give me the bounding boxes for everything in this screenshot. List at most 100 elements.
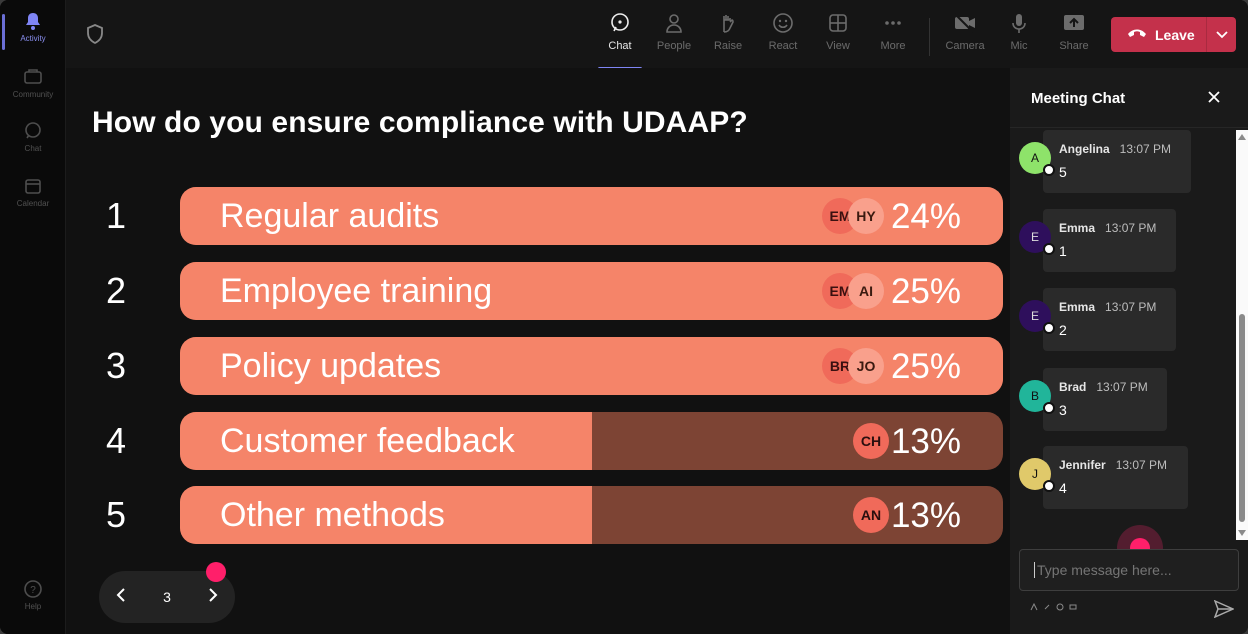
message-author: Brad (1059, 380, 1087, 394)
close-icon[interactable] (1207, 90, 1221, 109)
leave-button[interactable]: Leave (1111, 17, 1236, 52)
message-bubble[interactable]: Emma 13:07 PM 2 (1043, 288, 1176, 351)
avatar-initial: B (1030, 389, 1039, 403)
option-label: Customer feedback (220, 422, 515, 460)
left-rail: Activity Community Chat Calendar ? Help (0, 0, 66, 634)
presence-status-icon (1043, 164, 1055, 176)
toolbar-label: More (880, 40, 906, 52)
camera-off-icon (953, 10, 977, 36)
format-icon[interactable] (1030, 602, 1038, 613)
emoji-icon[interactable] (1056, 603, 1064, 613)
message-timestamp: 13:07 PM (1096, 380, 1148, 394)
chat-title: Meeting Chat (1031, 90, 1126, 107)
message-bubble[interactable]: Brad 13:07 PM 3 (1043, 368, 1167, 431)
option-number: 5 (106, 494, 127, 535)
rail-item-calendar[interactable]: Calendar (0, 175, 66, 208)
voter-avatars: BR JO (822, 348, 884, 384)
rail-item-activity[interactable]: Activity (0, 10, 66, 50)
gif-icon[interactable] (1069, 603, 1077, 613)
toolbar-people-button[interactable]: People (646, 10, 702, 62)
rail-item-help[interactable]: ? Help (0, 578, 66, 611)
toolbar-view-button[interactable]: View (810, 10, 866, 62)
toolbar-label: Mic (1010, 40, 1028, 52)
avatar-initial: J (1032, 467, 1038, 481)
avatar: AI (848, 273, 884, 309)
message-bubble[interactable]: Jennifer 13:07 PM 4 (1043, 446, 1188, 509)
toolbar-raise-button[interactable]: Raise (700, 10, 756, 62)
poll-option[interactable]: Policy updates BR JO 25% (180, 337, 1003, 395)
option-number: 4 (106, 420, 127, 461)
voter-avatars: EM AI (822, 273, 884, 309)
message-author: Emma (1059, 300, 1096, 314)
phone-hangup-icon (1127, 26, 1147, 44)
cursor-indicator (206, 562, 226, 582)
scroll-up-icon[interactable] (1238, 134, 1246, 140)
message-text: 1 (1059, 243, 1067, 259)
toolbar-camera-button[interactable]: Camera (937, 10, 993, 62)
message-bubble[interactable]: Emma 13:07 PM 1 (1043, 209, 1176, 272)
option-label: Employee training (220, 272, 493, 310)
scroll-down-icon[interactable] (1238, 530, 1246, 536)
scroll-thumb[interactable] (1239, 314, 1245, 522)
avatar: JO (848, 348, 884, 384)
chevron-left-icon[interactable] (115, 587, 127, 608)
poll-option[interactable]: Customer feedback CH 13% (180, 412, 1003, 470)
message-compose-box[interactable] (1019, 549, 1239, 591)
toolbar-react-button[interactable]: React (755, 10, 811, 62)
rail-item-community[interactable]: Community (0, 66, 66, 99)
option-percent: 13% (890, 422, 961, 461)
message-text: 4 (1059, 480, 1067, 496)
smiley-icon (771, 10, 795, 36)
toolbar-label: Raise (713, 40, 743, 52)
poll-question: How do you ensure compliance with UDAAP? (92, 106, 748, 139)
bell-icon (22, 10, 44, 32)
avatar[interactable]: E (1019, 221, 1055, 255)
chevron-right-icon[interactable] (207, 587, 219, 608)
toolbar-label: View (826, 40, 850, 52)
avatar[interactable]: E (1019, 300, 1055, 334)
meeting-chat-panel: Meeting Chat Angelina 13:07 PM 5 A Emma 13:07… (1010, 68, 1248, 634)
option-percent: 13% (890, 496, 961, 535)
chat-header: Meeting Chat (1010, 68, 1248, 128)
message-timestamp: 13:07 PM (1115, 458, 1168, 472)
voter-avatars: EM HY (822, 198, 884, 234)
toolbar-share-button[interactable]: Share (1046, 10, 1102, 62)
poll-option[interactable]: Employee training EM AI 25% (180, 262, 1003, 320)
toolbar-label: People (656, 40, 692, 52)
option-number: 2 (106, 270, 127, 311)
avatar[interactable]: B (1019, 380, 1055, 414)
attach-icon[interactable] (1043, 603, 1051, 613)
chat-icon (22, 120, 44, 142)
toolbar-mic-button[interactable]: Mic (991, 10, 1047, 62)
ellipsis-icon (881, 10, 905, 36)
avatar[interactable]: J (1019, 458, 1055, 492)
grid-icon (826, 10, 850, 36)
rail-item-chat[interactable]: Chat (0, 120, 66, 153)
chat-scrollbar[interactable] (1236, 130, 1248, 540)
presence-status-icon (1043, 322, 1055, 334)
leave-main[interactable]: Leave (1111, 17, 1207, 52)
page-number: 3 (163, 589, 171, 605)
toolbar-label: Chat (608, 40, 632, 52)
raise-hand-icon (716, 10, 740, 36)
option-label: Regular audits (220, 197, 440, 235)
toolbar-more-button[interactable]: More (865, 10, 921, 62)
shield-icon[interactable] (86, 24, 104, 49)
option-result-fill (180, 486, 592, 544)
message-text: 3 (1059, 402, 1067, 418)
chevron-down-icon[interactable] (1207, 30, 1236, 39)
poll-option[interactable]: Other methods AN 13% (180, 486, 1003, 544)
rail-label: Activity (20, 34, 46, 43)
avatar: AN (853, 497, 889, 533)
send-icon[interactable] (1213, 599, 1235, 623)
leave-label: Leave (1155, 26, 1195, 43)
message-timestamp: 13:07 PM (1105, 300, 1157, 314)
message-bubble[interactable]: Angelina 13:07 PM 5 (1043, 130, 1191, 193)
message-input[interactable] (1034, 562, 1224, 578)
toolbar-chat-button[interactable]: Chat (592, 10, 648, 70)
toolbar-label: Share (1059, 40, 1089, 52)
avatar[interactable]: A (1019, 142, 1055, 176)
poll-option[interactable]: Regular audits EM HY 24% (180, 187, 1003, 245)
rail-label: Help (24, 602, 42, 611)
